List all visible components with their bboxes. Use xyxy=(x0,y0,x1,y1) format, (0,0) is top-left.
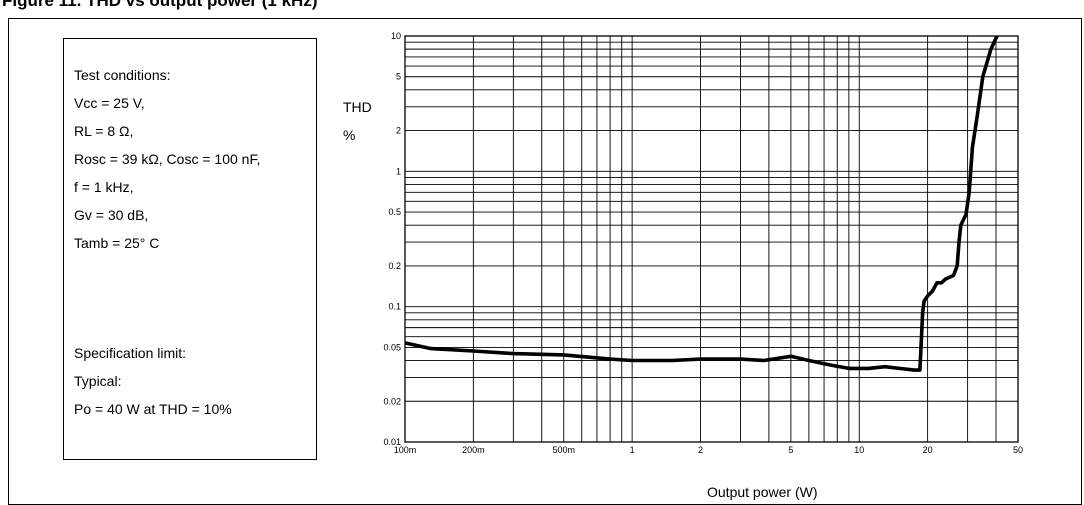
condition-rosc-cosc: Rosc = 39 kΩ, Cosc = 100 nF, xyxy=(74,151,261,167)
y-tick-label: 1 xyxy=(396,166,401,176)
spec-limit-heading: Specification limit: xyxy=(74,345,187,361)
plot-area xyxy=(404,35,1019,443)
x-tick-label: 5 xyxy=(788,445,793,455)
y-tick-label: 0.2 xyxy=(388,261,401,271)
condition-tamb: Tamb = 25° C xyxy=(74,235,160,251)
conditions-heading: Test conditions: xyxy=(74,67,171,83)
thd-series-line xyxy=(405,36,1000,372)
y-axis-label-line1: THD xyxy=(343,99,372,115)
condition-rl: RL = 8 Ω, xyxy=(74,123,134,139)
figure-title: Figure 11. THD vs output power (1 kHz) xyxy=(2,0,318,10)
y-axis-label-line2: % xyxy=(343,127,355,143)
x-tick-label: 500m xyxy=(552,445,575,455)
y-tick-label: 0.01 xyxy=(383,437,401,447)
y-tick-label: 5 xyxy=(396,72,401,82)
test-conditions-box: Test conditions: Vcc = 25 V, RL = 8 Ω, R… xyxy=(63,38,317,460)
condition-vcc: Vcc = 25 V, xyxy=(74,95,145,111)
x-tick-label: 50 xyxy=(1013,445,1023,455)
y-tick-label: 0.5 xyxy=(388,207,401,217)
y-tick-label: 10 xyxy=(391,31,401,41)
condition-gain: Gv = 30 dB, xyxy=(74,207,149,223)
y-tick-label: 0.1 xyxy=(388,302,401,312)
x-tick-label: 100m xyxy=(394,445,417,455)
x-tick-label: 2 xyxy=(698,445,703,455)
y-tick-label: 0.02 xyxy=(383,396,401,406)
x-axis-label: Output power (W) xyxy=(707,484,818,500)
y-tick-label: 0.05 xyxy=(383,342,401,352)
condition-frequency: f = 1 kHz, xyxy=(74,179,134,195)
x-tick-label: 10 xyxy=(854,445,864,455)
x-tick-label: 200m xyxy=(462,445,485,455)
typical-po-value: Po = 40 W at THD = 10% xyxy=(74,401,232,417)
y-tick-label: 2 xyxy=(396,126,401,136)
x-tick-label: 1 xyxy=(630,445,635,455)
x-tick-label: 20 xyxy=(923,445,933,455)
typical-label: Typical: xyxy=(74,373,122,389)
